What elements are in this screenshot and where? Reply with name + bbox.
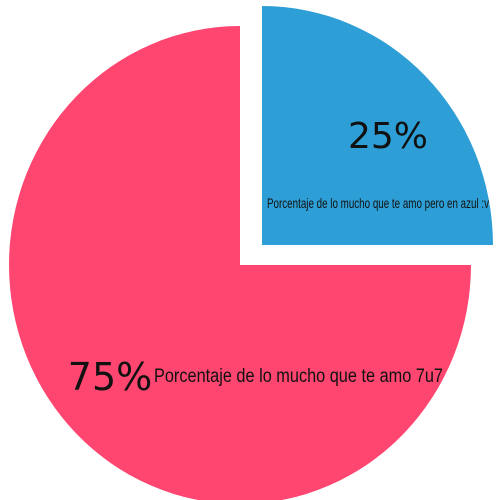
slice-0-text-label: Porcentaje de lo mucho que te amo pero e… bbox=[267, 195, 489, 211]
slice-0-percent-label: 25% bbox=[348, 116, 428, 157]
slice-1-text-label: Porcentaje de lo mucho que te amo 7u7 bbox=[154, 366, 443, 387]
pie-slice-0 bbox=[262, 6, 493, 245]
slice-1-percent-label: 75% bbox=[68, 355, 152, 399]
pie-slice-1 bbox=[9, 26, 471, 500]
